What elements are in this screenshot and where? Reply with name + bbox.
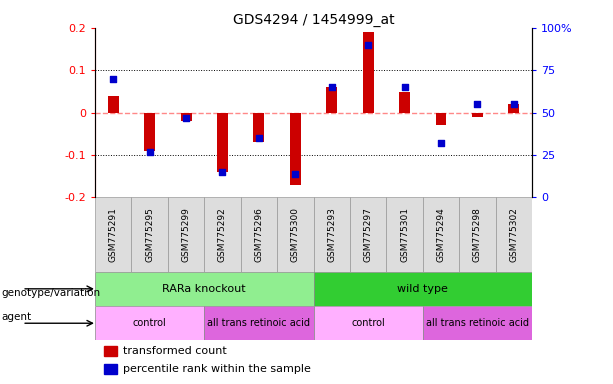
- Point: [291, 170, 300, 177]
- Point: [109, 76, 118, 82]
- Bar: [459, 197, 496, 271]
- Text: GSM775298: GSM775298: [473, 207, 482, 262]
- Text: RARa knockout: RARa knockout: [162, 284, 246, 294]
- Text: GSM775291: GSM775291: [109, 207, 118, 262]
- Bar: [363, 32, 374, 113]
- Bar: [241, 197, 277, 271]
- Point: [509, 101, 519, 108]
- Point: [436, 140, 446, 146]
- Bar: [253, 113, 264, 142]
- Point: [254, 135, 264, 141]
- Bar: [472, 113, 483, 117]
- Text: GSM775301: GSM775301: [400, 207, 409, 262]
- Bar: [508, 104, 519, 113]
- Text: GSM775292: GSM775292: [218, 207, 227, 262]
- Point: [218, 169, 227, 175]
- Bar: [313, 197, 350, 271]
- Bar: [423, 306, 532, 341]
- Point: [364, 42, 373, 48]
- Bar: [95, 306, 204, 341]
- Bar: [204, 306, 313, 341]
- Bar: [108, 96, 119, 113]
- Bar: [436, 113, 446, 126]
- Text: all trans retinoic acid: all trans retinoic acid: [426, 318, 529, 328]
- Point: [145, 149, 154, 155]
- Text: wild type: wild type: [397, 284, 448, 294]
- Point: [327, 84, 337, 90]
- Text: percentile rank within the sample: percentile rank within the sample: [123, 364, 311, 374]
- Bar: [104, 364, 117, 374]
- Bar: [95, 197, 131, 271]
- Text: all trans retinoic acid: all trans retinoic acid: [207, 318, 310, 328]
- Bar: [423, 197, 459, 271]
- Text: GSM775296: GSM775296: [254, 207, 264, 262]
- Text: GSM775293: GSM775293: [327, 207, 337, 262]
- Text: agent: agent: [1, 312, 31, 322]
- Bar: [131, 197, 168, 271]
- Bar: [217, 113, 228, 172]
- Text: genotype/variation: genotype/variation: [1, 288, 101, 298]
- Text: GSM775294: GSM775294: [436, 207, 446, 262]
- Bar: [168, 197, 204, 271]
- Text: GSM775299: GSM775299: [181, 207, 191, 262]
- Bar: [144, 113, 155, 151]
- Point: [473, 101, 482, 108]
- Bar: [95, 271, 313, 306]
- Text: control: control: [133, 318, 167, 328]
- Text: GSM775295: GSM775295: [145, 207, 154, 262]
- Text: transformed count: transformed count: [123, 346, 227, 356]
- Bar: [104, 346, 117, 356]
- Bar: [326, 87, 337, 113]
- Title: GDS4294 / 1454999_at: GDS4294 / 1454999_at: [233, 13, 394, 27]
- Point: [181, 115, 191, 121]
- Point: [400, 84, 409, 90]
- Text: GSM775302: GSM775302: [509, 207, 519, 262]
- Bar: [496, 197, 532, 271]
- Text: control: control: [351, 318, 385, 328]
- Bar: [313, 271, 532, 306]
- Text: GSM775297: GSM775297: [364, 207, 373, 262]
- Bar: [277, 197, 313, 271]
- Text: GSM775300: GSM775300: [291, 207, 300, 262]
- Bar: [313, 306, 423, 341]
- Bar: [290, 113, 301, 185]
- Bar: [181, 113, 191, 121]
- Bar: [399, 91, 410, 113]
- Bar: [386, 197, 423, 271]
- Bar: [204, 197, 241, 271]
- Bar: [350, 197, 386, 271]
